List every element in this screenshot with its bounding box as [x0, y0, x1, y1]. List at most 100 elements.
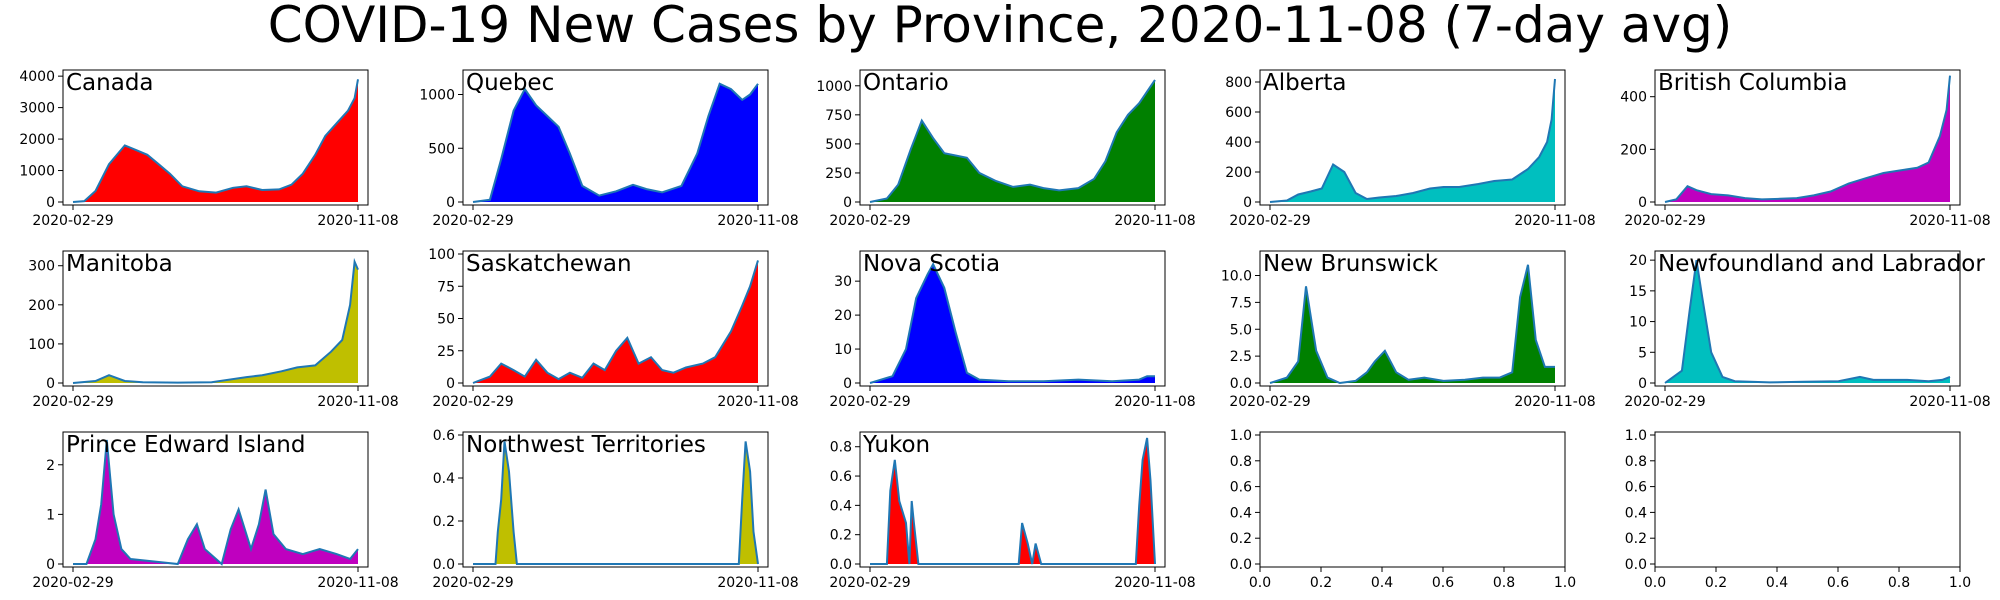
y-tick-label: 1 — [46, 507, 55, 523]
area-saskatchewan — [473, 260, 758, 383]
x-tick-label: 2020-02-29 — [1229, 394, 1310, 410]
x-tick-label: 0.2 — [1310, 575, 1332, 591]
y-tick-label: 0.6 — [1230, 480, 1252, 496]
y-tick-label: 7.5 — [1230, 295, 1252, 311]
y-tick-label: 10 — [834, 342, 852, 358]
y-tick-label: 0 — [446, 376, 455, 392]
x-tick-label: 2020-11-08 — [717, 213, 798, 229]
panel-new-brunswick: 0.0 2.5 5.0 7.5 10.0 2020-02-29 2020-11-08 New … — [1221, 250, 1596, 410]
panel-title: British Columbia — [1658, 70, 1848, 96]
y-tick-label: 0.2 — [830, 528, 852, 544]
y-tick-label: 0 — [843, 376, 852, 392]
y-tick-label: 0 — [46, 557, 55, 573]
panel-canada: 0 1000 2000 3000 4000 2020-02-29 2020-11-08 Can… — [19, 69, 398, 229]
y-tick-label: 20 — [834, 308, 852, 324]
y-tick-label: 30 — [834, 274, 852, 290]
panel-title: Newfoundland and Labrador — [1658, 251, 1985, 277]
y-tick-label: 0.0 — [1625, 557, 1647, 573]
axes-frame — [859, 69, 1166, 206]
x-tick-label: 0.8 — [1493, 575, 1515, 591]
x-tick-label: 2020-02-29 — [432, 394, 513, 410]
panel-ontario: 0 250 500 750 1000 2020-02-29 2020-11-08 Ontari… — [816, 69, 1196, 229]
x-tick-label: 2020-11-08 — [1114, 394, 1195, 410]
y-tick-label: 0.8 — [1625, 454, 1647, 470]
y-tick-label: 0 — [1638, 195, 1647, 211]
y-tick-label: 1000 — [419, 88, 455, 104]
panel-yukon: 0.0 0.2 0.4 0.6 0.8 2020-02-29 2020-11-08 Yukon — [829, 431, 1196, 591]
axes-frame — [62, 250, 369, 387]
line-nova-scotia — [869, 262, 1155, 384]
axes-frame — [859, 431, 1166, 568]
x-tick-label: 0.6 — [1432, 575, 1454, 591]
area-nova-scotia — [870, 264, 1155, 383]
line-prince-edward-island — [73, 439, 359, 566]
x-tick-label: 0.8 — [1888, 575, 1910, 591]
y-tick-label: 0 — [1638, 376, 1647, 392]
x-tick-label: 2020-11-08 — [317, 575, 398, 591]
y-tick-label: 0.6 — [1625, 480, 1647, 496]
line-quebec — [472, 82, 759, 203]
y-tick-label: 50 — [437, 312, 455, 328]
x-tick-label: 1.0 — [1554, 575, 1576, 591]
panel-empty-15: 0.0 0.2 0.4 0.6 0.8 1.0 0.0 0.2 0.4 0.6 0.8 1.0 — [1625, 428, 1971, 591]
y-tick-label: 0.6 — [433, 428, 455, 444]
y-tick-label: 0.2 — [433, 514, 455, 530]
x-tick-label: 1.0 — [1949, 575, 1971, 591]
x-tick-label: 2020-02-29 — [432, 575, 513, 591]
area-ontario — [870, 80, 1155, 202]
area-new-brunswick — [1270, 264, 1555, 383]
y-tick-label: 25 — [437, 344, 455, 360]
y-tick-label: 0 — [446, 195, 455, 211]
area-alberta — [1270, 79, 1555, 202]
x-tick-label: 2020-11-08 — [1909, 394, 1990, 410]
y-tick-label: 100 — [428, 247, 455, 263]
x-tick-label: 2020-11-08 — [1514, 394, 1595, 410]
axes-frame — [1259, 431, 1566, 568]
x-tick-label: 2020-02-29 — [1624, 213, 1705, 229]
line-canada — [72, 79, 359, 203]
panel-manitoba: 0 100 200 300 2020-02-29 2020-11-08 Manitoba — [28, 250, 399, 410]
panel-british-columbia: 0 200 400 2020-02-29 2020-11-08 British Colum… — [1620, 69, 1991, 229]
area-northwest-territories — [473, 441, 758, 564]
y-tick-label: 400 — [1225, 135, 1252, 151]
panel-title: Canada — [66, 70, 154, 96]
y-tick-label: 200 — [28, 298, 55, 314]
x-tick-label: 0.2 — [1705, 575, 1727, 591]
line-saskatchewan — [472, 260, 759, 384]
line-alberta — [1269, 78, 1556, 203]
line-new-brunswick — [1269, 264, 1555, 385]
panel-title: Alberta — [1263, 70, 1346, 96]
y-tick-label: 250 — [825, 166, 852, 182]
x-tick-label: 0.6 — [1827, 575, 1849, 591]
panel-prince-edward-island: 0 1 2 2020-02-29 2020-11-08 Prince Edward Isl… — [32, 431, 399, 591]
y-tick-label: 0.0 — [1230, 557, 1252, 573]
y-tick-label: 0.4 — [1230, 505, 1252, 521]
axes-frame — [1259, 69, 1566, 206]
panel-newfoundland-and-labrador: 0 5 10 15 20 2020-02-29 2020-11-08 Newfoundland… — [1624, 250, 1991, 410]
panel-quebec: 0 500 1000 2020-02-29 2020-11-08 Quebec — [419, 69, 799, 229]
x-tick-label: 0.4 — [1766, 575, 1788, 591]
x-tick-label: 2020-02-29 — [829, 213, 910, 229]
panel-title: Quebec — [466, 70, 554, 96]
axes-frame — [1259, 250, 1566, 387]
axes-frame — [62, 69, 369, 206]
y-tick-label: 0.8 — [1230, 454, 1252, 470]
panel-title: Nova Scotia — [863, 251, 1000, 277]
panel-northwest-territories: 0.0 0.2 0.4 0.6 2020-02-29 2020-11-08 Northwes… — [432, 428, 798, 591]
area-yukon — [870, 437, 1155, 564]
y-tick-label: 600 — [1225, 105, 1252, 121]
x-tick-label: 0.4 — [1371, 575, 1393, 591]
y-tick-label: 1000 — [19, 164, 55, 180]
panel-nova-scotia: 0 10 20 30 2020-02-29 2020-11-08 Nova Scotia — [829, 250, 1196, 410]
line-northwest-territories — [473, 441, 759, 565]
line-yukon — [870, 437, 1156, 565]
panel-title: Manitoba — [66, 251, 173, 277]
y-tick-label: 200 — [1225, 165, 1252, 181]
y-tick-label: 750 — [825, 108, 852, 124]
y-tick-label: 0.4 — [830, 498, 852, 514]
line-manitoba — [72, 257, 359, 384]
axes-frame — [1654, 250, 1961, 387]
panel-saskatchewan: 0 25 50 75 100 2020-02-29 2020-11-08 Saskatchew… — [428, 247, 798, 410]
x-tick-label: 2020-02-29 — [432, 213, 513, 229]
